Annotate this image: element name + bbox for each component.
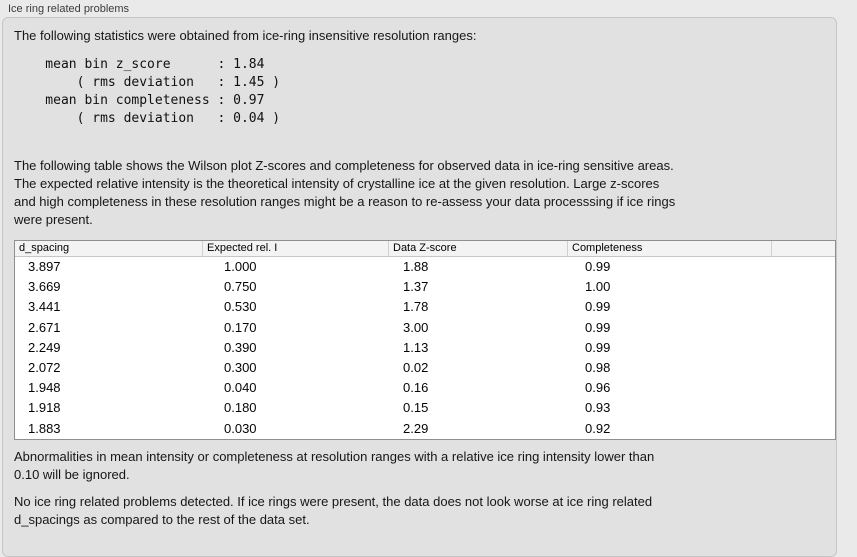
ice-ring-table: d_spacing Expected rel. I Data Z-score Comp… [14, 240, 836, 440]
table-header: d_spacing Expected rel. I Data Z-score Comp… [15, 241, 835, 257]
table-cell: 0.750 [224, 279, 257, 295]
table-cell: 0.99 [585, 319, 611, 335]
table-cell [772, 297, 835, 317]
table-row[interactable]: 3.441 0.530 1.78 0.99 [15, 297, 835, 317]
table-cell: 3.897 [28, 259, 61, 274]
table-row[interactable]: 1.918 0.180 0.15 0.93 [15, 398, 835, 418]
table-cell: 0.92 [585, 420, 611, 436]
table-cell: 0.030 [224, 420, 257, 436]
table-cell [772, 257, 835, 277]
table-cell [772, 277, 835, 297]
ignore-rule-text: Abnormalities in mean intensity or compl… [14, 449, 655, 482]
table-cell [772, 338, 835, 358]
table-cell: 2.29 [403, 420, 429, 436]
table-cell: 0.530 [224, 299, 257, 315]
table-description-text: The following table shows the Wilson plo… [14, 158, 676, 227]
column-header-d-spacing[interactable]: d_spacing [15, 241, 203, 256]
table-cell: 0.99 [585, 299, 611, 315]
table-cell: 1.918 [28, 400, 61, 416]
table-cell: 0.180 [224, 400, 257, 416]
table-cell: 1.883 [28, 420, 61, 436]
table-cell: 3.441 [28, 299, 61, 315]
table-row[interactable]: 3.897 1.000 1.88 0.99 [15, 257, 835, 277]
table-cell [772, 358, 835, 378]
table-cell: 1.88 [403, 259, 429, 274]
table-cell: 0.99 [585, 259, 611, 274]
table-cell: 0.15 [403, 400, 429, 416]
ice-ring-group-box: The following statistics were obtained f… [2, 17, 837, 557]
table-cell [772, 318, 835, 338]
column-header-empty[interactable] [772, 241, 835, 256]
table-cell: 2.671 [28, 319, 61, 335]
table-cell: 3.669 [28, 279, 61, 295]
table-cell [772, 378, 835, 398]
column-header-expected-rel-i[interactable]: Expected rel. I [203, 241, 389, 256]
table-cell: 0.16 [403, 380, 429, 396]
table-row[interactable]: 2.072 0.300 0.02 0.98 [15, 358, 835, 378]
column-header-data-z-score[interactable]: Data Z-score [389, 241, 568, 256]
table-cell: 2.249 [28, 339, 61, 355]
table-cell: 1.37 [403, 279, 429, 295]
table-cell: 1.00 [585, 279, 611, 295]
table-body: 3.897 1.000 1.88 0.99 3.669 0.750 1.37 1.00 3.44… [15, 257, 835, 439]
table-cell: 0.02 [403, 359, 429, 375]
column-header-completeness[interactable]: Completeness [568, 241, 772, 256]
table-cell: 0.96 [585, 380, 611, 396]
table-cell: 0.98 [585, 359, 611, 375]
table-cell: 0.93 [585, 400, 611, 416]
table-cell: 1.13 [403, 339, 429, 355]
table-cell: 1.000 [224, 259, 257, 274]
table-cell: 1.948 [28, 380, 61, 396]
table-cell: 2.072 [28, 359, 61, 375]
table-cell: 1.78 [403, 299, 429, 315]
intro-text: The following statistics were obtained f… [14, 28, 477, 43]
table-cell: 0.040 [224, 380, 257, 396]
conclusion-text: No ice ring related problems detected. I… [14, 494, 653, 527]
table-cell [772, 419, 835, 439]
table-row[interactable]: 2.671 0.170 3.00 0.99 [15, 318, 835, 338]
table-row[interactable]: 1.883 0.030 2.29 0.92 [15, 419, 835, 439]
table-cell [772, 398, 835, 418]
ice-ring-panel: { "panel": { "title": "Ice ring related … [2, 3, 837, 557]
table-cell: 0.390 [224, 339, 257, 355]
table-cell: 0.170 [224, 319, 257, 335]
table-row[interactable]: 2.249 0.390 1.13 0.99 [15, 338, 835, 358]
table-cell: 3.00 [403, 319, 429, 335]
table-cell: 0.99 [585, 339, 611, 355]
statistics-block: mean bin z_score : 1.84 ( rms deviation … [45, 57, 281, 126]
panel-title: Ice ring related problems [8, 3, 130, 15]
table-row[interactable]: 1.948 0.040 0.16 0.96 [15, 378, 835, 398]
table-row[interactable]: 3.669 0.750 1.37 1.00 [15, 277, 835, 297]
table-cell: 0.300 [224, 359, 257, 375]
